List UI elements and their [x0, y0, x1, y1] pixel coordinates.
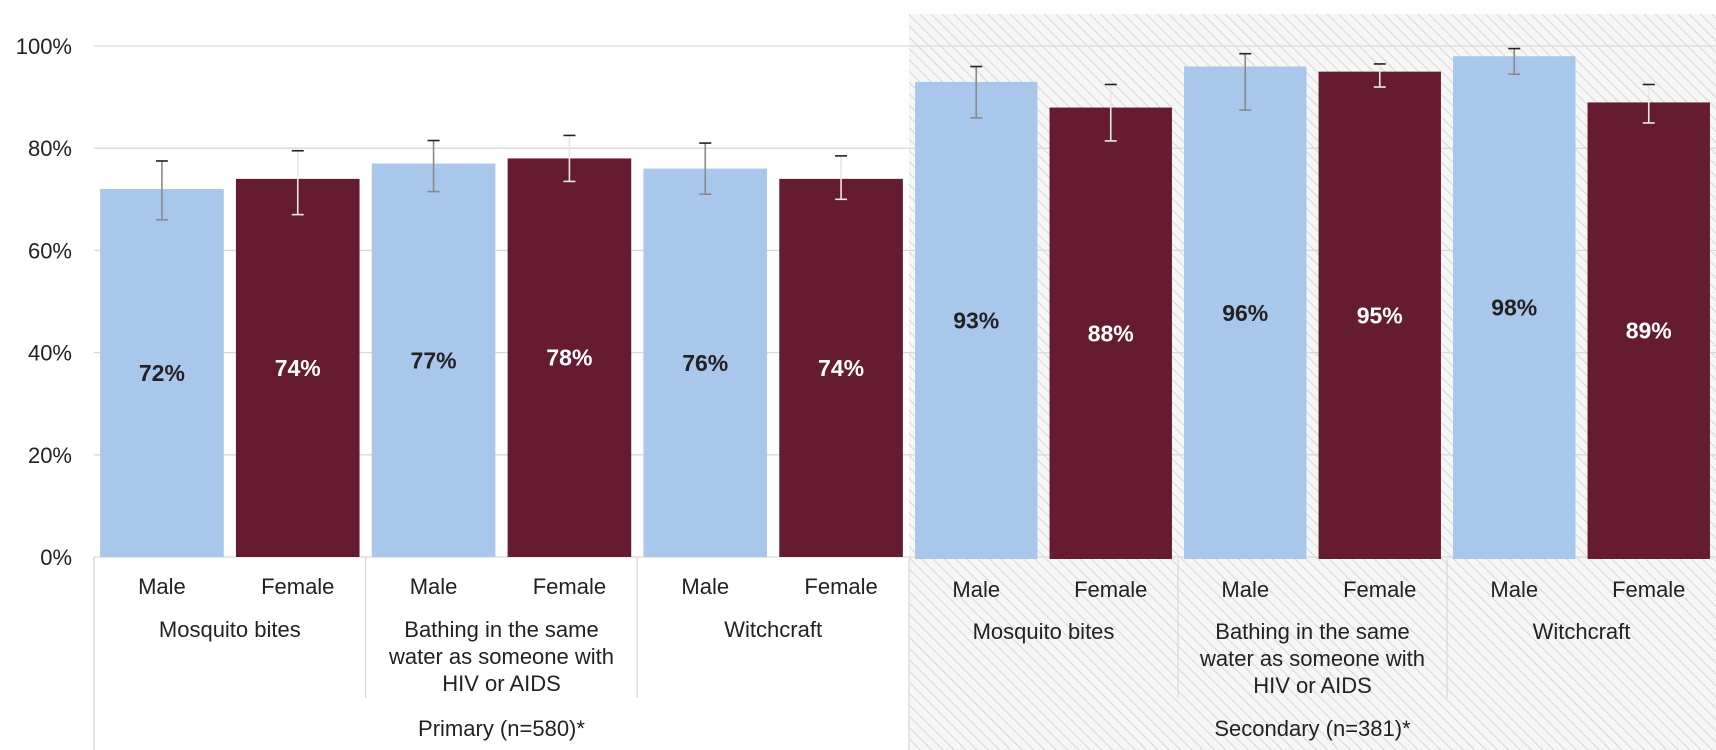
- group-backgrounds: [909, 14, 1716, 750]
- y-tick-label: 80%: [28, 136, 72, 161]
- bar-female: [1049, 107, 1172, 559]
- category-label: Male: [410, 574, 458, 599]
- data-label: 88%: [1088, 320, 1134, 346]
- data-label: 74%: [275, 355, 321, 381]
- topic-label: HIV or AIDS: [442, 671, 561, 696]
- topic-label: Witchcraft: [724, 617, 822, 642]
- axis-labels: 0% 20% 40% 60% 80% 100% Male Female Mosquito bit…: [16, 34, 1686, 741]
- data-label: 76%: [682, 350, 728, 376]
- category-label: Female: [1612, 577, 1685, 602]
- category-label: Male: [952, 577, 1000, 602]
- bars: 72% 74% 77% 78% 76% 74% 93% 88% 96% 95% 98% 89%: [100, 47, 1710, 560]
- data-label: 98%: [1491, 295, 1537, 321]
- topic-label: Witchcraft: [1533, 619, 1631, 644]
- category-label: Male: [681, 574, 729, 599]
- topic-label: Bathing in the same: [1215, 619, 1409, 644]
- group-label: Primary (n=580)*: [418, 716, 585, 741]
- bar-male: [1184, 66, 1307, 560]
- gridlines: [93, 45, 1716, 750]
- category-label: Female: [804, 574, 877, 599]
- data-label: 96%: [1222, 300, 1268, 326]
- category-label: Male: [138, 574, 186, 599]
- y-tick-label: 40%: [28, 341, 72, 366]
- y-tick-label: 100%: [16, 34, 72, 59]
- topic-label: Bathing in the same: [404, 617, 598, 642]
- bar-male: [371, 163, 496, 557]
- topic-label: water as someone with: [388, 644, 614, 669]
- bar-male: [915, 81, 1038, 559]
- category-label: Female: [1343, 577, 1416, 602]
- data-label: 72%: [139, 360, 185, 386]
- bar-female: [1318, 71, 1441, 560]
- topic-label: HIV or AIDS: [1253, 673, 1372, 698]
- category-label: Female: [533, 574, 606, 599]
- category-label: Male: [1221, 577, 1269, 602]
- y-tick-label: 60%: [28, 238, 72, 263]
- group-background-hatched: [909, 14, 1716, 750]
- data-label: 93%: [953, 307, 999, 333]
- bar-male: [100, 189, 224, 557]
- bar-male: [1453, 56, 1576, 559]
- data-label: 77%: [411, 347, 457, 373]
- topic-label: water as someone with: [1199, 646, 1425, 671]
- bar-male: [643, 168, 768, 557]
- bar-female: [235, 178, 360, 558]
- category-label: Male: [1490, 577, 1538, 602]
- topic-label: Mosquito bites: [973, 619, 1115, 644]
- data-label: 74%: [818, 355, 864, 381]
- y-tick-label: 20%: [28, 443, 72, 468]
- bar-female: [507, 158, 632, 558]
- data-label: 95%: [1357, 302, 1403, 328]
- category-label: Female: [1074, 577, 1147, 602]
- bar-female: [1587, 102, 1710, 560]
- category-label: Female: [261, 574, 334, 599]
- bar-female: [779, 178, 903, 558]
- group-label: Secondary (n=381)*: [1214, 716, 1411, 741]
- data-label: 78%: [546, 345, 592, 371]
- data-label: 89%: [1626, 318, 1672, 344]
- y-tick-label: 0%: [40, 545, 72, 570]
- topic-label: Mosquito bites: [159, 617, 301, 642]
